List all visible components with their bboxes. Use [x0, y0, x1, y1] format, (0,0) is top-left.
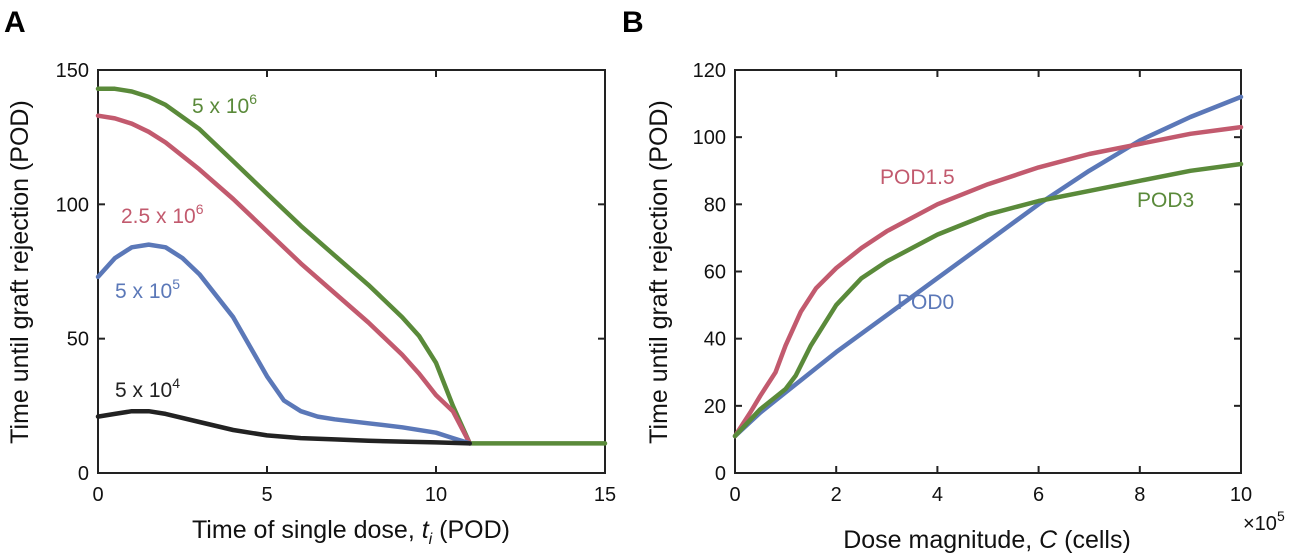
series-label-5e5-exp: 5 [172, 276, 180, 292]
panel-a-y-tick-label: 150 [56, 60, 89, 82]
panel-a-series-line-1 [95, 113, 473, 446]
panel-b-y-tick-label: 100 [693, 127, 726, 149]
panel-b-x-tick-label: 0 [729, 484, 740, 506]
panel-a-x-axis-title-var: t [422, 516, 430, 544]
series-label-2-5e6-exp: 6 [196, 201, 204, 217]
series-label-5e6-base: 5 x 10 [192, 95, 249, 118]
panel-a-series-line-0 [95, 86, 608, 446]
panel-a-x-axis-title-prefix: Time of single dose, [192, 516, 422, 544]
panel-b-x-tick-label: 4 [932, 484, 943, 506]
panel-a-plot-frame [97, 69, 606, 474]
panel-a-x-tick-label: 0 [92, 484, 103, 506]
series-label-5e4-base: 5 x 10 [115, 379, 172, 402]
panel-b-y-tick-label: 80 [704, 194, 726, 216]
series-label-5e5: 5 x 105 [115, 276, 180, 303]
panel-b-x-multiplier-exp: 5 [1277, 508, 1285, 524]
panel-b-y-tick-label: 0 [715, 463, 726, 485]
panel-b-series-line-1 [732, 124, 1244, 439]
series-label-2-5e6-base: 2.5 x 10 [121, 205, 196, 228]
panel-a-y-axis-title: Time until graft rejection (POD) [6, 100, 34, 444]
panel-a-x-ticks: 0 5 10 15 [92, 70, 616, 506]
panel-a-x-tick-label: 5 [261, 484, 272, 506]
panel-b-x-tick-label: 6 [1033, 484, 1044, 506]
series-label-2-5e6: 2.5 x 106 [121, 201, 204, 228]
panel-b-y-tick-label: 120 [693, 60, 726, 82]
series-label-5e5-base: 5 x 10 [115, 280, 172, 303]
panel-a-curves [95, 86, 608, 446]
panel-a-y-ticks: 0 50 100 150 [56, 60, 605, 485]
panel-b-x-multiplier: ×105 [1243, 508, 1285, 535]
panel-a-x-tick-label: 10 [425, 484, 447, 506]
panel-b-x-axis-title-suffix: (cells) [1057, 526, 1131, 554]
panel-b-series-line-2 [732, 161, 1244, 439]
panel-b-x-tick-label: 2 [831, 484, 842, 506]
panel-a-y-tick-label: 100 [56, 194, 89, 216]
panel-a-label: A [4, 6, 26, 39]
panel-b-y-tick-label: 60 [704, 262, 726, 284]
panel-b-curves [732, 94, 1244, 439]
panel-b-x-ticks: 0 2 4 6 8 10 [729, 70, 1252, 506]
panel-b-series-line-0 [732, 94, 1244, 439]
panel-b-chart: 0 20 40 60 80 100 120 0 2 4 6 8 10 Time until graft… [645, 60, 1285, 554]
series-label-5e6-exp: 6 [249, 91, 257, 107]
panel-b-label: B [622, 6, 644, 39]
series-label-pod1-5: POD1.5 [880, 166, 955, 189]
panel-b-y-ticks: 0 20 40 60 80 100 120 [693, 60, 1241, 485]
panel-b-y-axis-title: Time until graft rejection (POD) [645, 100, 673, 444]
panel-b-x-tick-label: 8 [1134, 484, 1145, 506]
series-label-5e4-exp: 4 [172, 375, 180, 391]
panel-a-y-tick-label: 0 [78, 463, 89, 485]
series-label-pod0: POD0 [897, 291, 954, 314]
panel-a-x-axis-title: Time of single dose, ti (POD) [192, 516, 510, 548]
panel-a-chart: 0 50 100 150 0 5 10 15 Time until graft reject… [6, 60, 616, 548]
panel-b-y-tick-label: 20 [704, 396, 726, 418]
panel-a-series-line-2 [95, 242, 473, 446]
panel-a-y-tick-label: 50 [67, 329, 89, 351]
series-label-5e4: 5 x 104 [115, 375, 180, 402]
panel-b-x-multiplier-base: ×10 [1243, 513, 1277, 535]
series-label-pod3: POD3 [1137, 189, 1194, 212]
panel-a-x-axis-title-sub: i [429, 531, 433, 548]
panel-b-x-tick-label: 10 [1230, 484, 1252, 506]
panel-a-x-tick-label: 15 [594, 484, 616, 506]
panel-a-series-line-3 [95, 408, 473, 446]
panel-b-y-tick-label: 40 [704, 329, 726, 351]
panel-b-x-axis-title-prefix: Dose magnitude, [843, 526, 1039, 554]
panel-a-x-axis-title-suffix: (POD) [432, 516, 510, 544]
panel-b-x-axis-title-var: C [1039, 526, 1058, 554]
panel-b-x-axis-title: Dose magnitude, C (cells) [843, 526, 1131, 554]
series-label-5e6: 5 x 106 [192, 91, 257, 118]
